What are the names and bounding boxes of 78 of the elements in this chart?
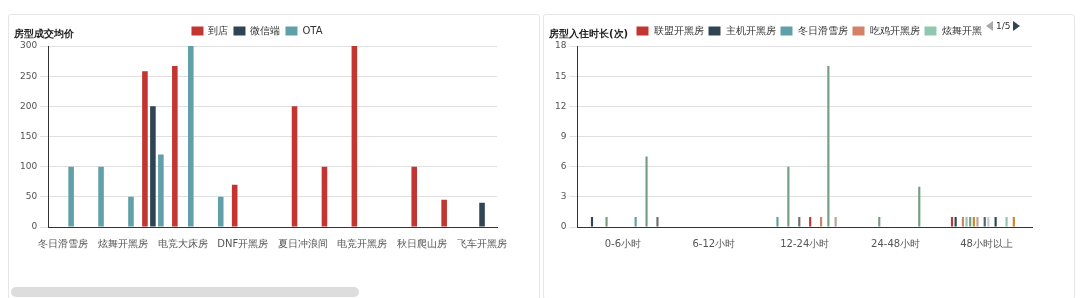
bar — [98, 166, 104, 227]
bar — [878, 216, 881, 227]
x-tick-label: 电竞大床房 — [157, 237, 208, 249]
y-tick-label: 200 — [19, 100, 38, 111]
y-tick-label: 300 — [19, 40, 38, 51]
bar — [809, 216, 812, 227]
y-tick-label: 250 — [19, 70, 38, 81]
bar — [142, 71, 148, 227]
legend-label: 炫舞开黑 — [941, 24, 982, 36]
x-tick-label: 秋日爬山房 — [397, 237, 448, 249]
bar — [954, 216, 957, 227]
legend-label: 联盟开黑房 — [653, 24, 704, 36]
x-tick-label: 夏日冲浪间 — [277, 237, 328, 249]
bar — [950, 216, 954, 227]
bar — [411, 166, 418, 227]
bar — [441, 199, 447, 227]
bar — [590, 216, 594, 227]
bar — [158, 154, 164, 227]
bar — [961, 216, 964, 227]
bar — [634, 216, 637, 227]
y-tick-label: 18 — [555, 40, 567, 51]
x-tick-label: 飞车开黑房 — [457, 237, 508, 249]
y-tick-label: 0 — [560, 221, 567, 232]
bar — [150, 106, 156, 227]
bar — [1005, 216, 1008, 227]
bar — [291, 106, 298, 227]
bar — [798, 216, 801, 227]
bar — [128, 196, 134, 227]
bar — [188, 46, 194, 227]
bar — [351, 46, 358, 227]
bar — [983, 216, 986, 227]
chart-title: 房型成交均价 — [14, 27, 74, 41]
x-tick-label: DNF开黑房 — [217, 237, 269, 249]
bar — [321, 166, 328, 227]
x-tick-label: 电竞开黑房 — [337, 237, 388, 249]
x-tick-label: 炫舞开黑房 — [97, 237, 148, 249]
bar — [994, 216, 997, 227]
bar — [172, 65, 178, 227]
x-tick-label: 12-24小时 — [780, 237, 830, 249]
bar — [976, 216, 979, 227]
y-tick-label: 3 — [560, 191, 567, 202]
legend-label: 主机开黑房 — [725, 24, 776, 36]
bar — [656, 216, 659, 227]
bar — [231, 184, 238, 227]
bar — [645, 156, 648, 227]
y-tick-label: 9 — [560, 130, 567, 141]
bar — [68, 166, 74, 227]
legend-label: 微信端 — [250, 24, 281, 36]
x-tick-label: 48小时以上 — [960, 237, 1013, 249]
x-tick-label: 6-12小时 — [692, 237, 736, 249]
bar — [217, 196, 224, 227]
x-tick-label: 24-48小时 — [871, 237, 921, 249]
bar — [965, 216, 968, 227]
y-tick-label: 15 — [555, 70, 567, 81]
y-tick-label: 6 — [560, 161, 567, 172]
bar — [987, 216, 990, 227]
x-tick-label: 冬日滑雪房 — [38, 237, 89, 249]
y-tick-label: 12 — [555, 100, 567, 111]
y-tick-label: 50 — [25, 191, 38, 202]
y-tick-label: 150 — [19, 130, 38, 141]
bar — [820, 216, 823, 227]
bar — [776, 216, 779, 227]
legend-label: OTA — [302, 24, 323, 36]
legend-label: 冬日滑雪房 — [797, 24, 848, 36]
bar — [1012, 216, 1015, 227]
bar — [827, 66, 830, 227]
chart-title: 房型入住时长(次) — [549, 27, 629, 41]
y-tick-label: 100 — [19, 161, 38, 172]
legend-label: 吃鸡开黑房 — [869, 24, 920, 36]
x-tick-label: 0-6小时 — [604, 237, 642, 249]
legend-label: 到店 — [208, 24, 229, 36]
bar — [605, 216, 608, 227]
bar — [834, 216, 837, 227]
bar — [479, 202, 485, 227]
bar — [787, 166, 790, 227]
bar — [918, 186, 921, 227]
y-tick-label: 0 — [31, 221, 38, 232]
text: 1/5 — [996, 21, 1011, 31]
